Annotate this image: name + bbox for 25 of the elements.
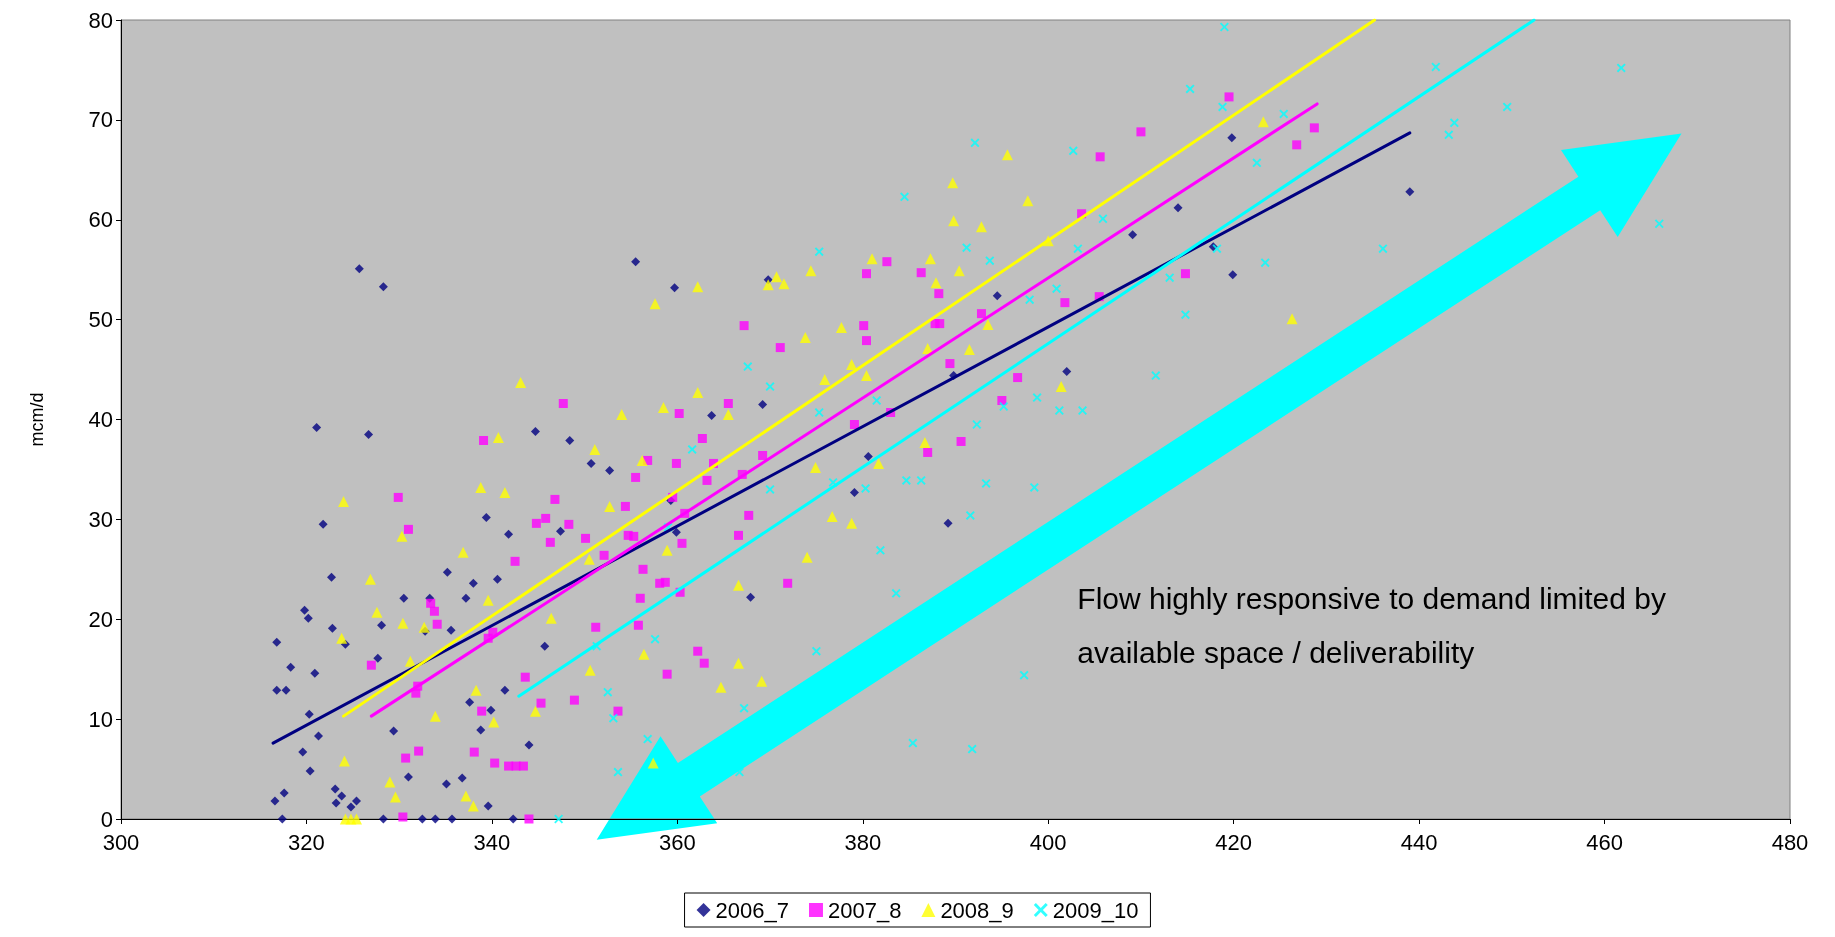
y-tick-label: 0 bbox=[100, 806, 113, 832]
x-tick-label: 460 bbox=[1586, 829, 1623, 855]
x-tick-label: 480 bbox=[1771, 829, 1809, 855]
y-tick-label: 60 bbox=[88, 207, 113, 233]
legend-label: 2008_9 bbox=[940, 897, 1014, 923]
x-tick-label: 400 bbox=[1029, 829, 1067, 855]
y-tick-label: 50 bbox=[88, 307, 113, 333]
y-tick-label: 10 bbox=[88, 706, 113, 732]
x-tick-label: 300 bbox=[102, 829, 140, 855]
legend-label: 2007_8 bbox=[827, 897, 902, 923]
y-tick-label: 70 bbox=[88, 107, 113, 133]
legend-label: 2009_10 bbox=[1052, 897, 1139, 923]
legend-label: 2006_7 bbox=[715, 897, 789, 923]
x-tick-label: 440 bbox=[1400, 829, 1438, 855]
y-axis-title: mcm/d bbox=[27, 392, 47, 447]
annotation: Flow highly responsive to demand limited by available space / deliverability bbox=[1077, 581, 1675, 669]
y-tick-label: 30 bbox=[88, 506, 113, 532]
y-tick-label: 40 bbox=[88, 407, 113, 432]
y-tick-label: 20 bbox=[88, 606, 113, 632]
x-tick-label: 340 bbox=[473, 829, 511, 855]
x-tick-label: 420 bbox=[1215, 829, 1253, 855]
x-tick-label: 320 bbox=[288, 829, 325, 855]
x-tick-label: 380 bbox=[844, 829, 882, 855]
x-tick-label: 360 bbox=[658, 829, 696, 855]
y-tick-label: 80 bbox=[88, 7, 113, 33]
